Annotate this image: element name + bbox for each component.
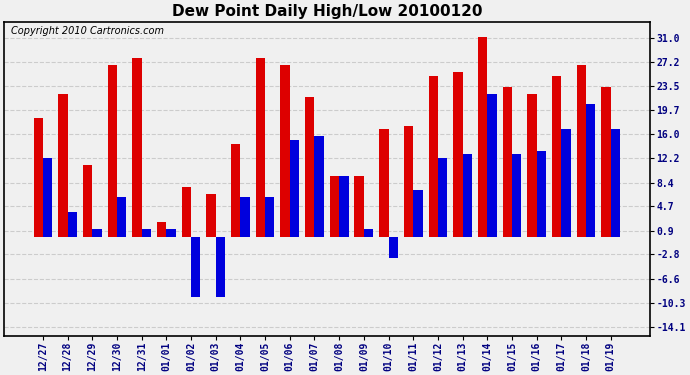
Bar bbox=[34, 118, 43, 237]
Bar bbox=[256, 58, 265, 237]
Bar bbox=[231, 144, 240, 237]
Bar bbox=[586, 104, 595, 237]
Bar bbox=[181, 186, 191, 237]
Bar bbox=[68, 211, 77, 237]
Bar bbox=[191, 237, 200, 297]
Bar bbox=[339, 176, 348, 237]
Bar bbox=[305, 98, 315, 237]
Bar bbox=[463, 154, 472, 237]
Bar bbox=[502, 87, 512, 237]
Bar bbox=[92, 230, 101, 237]
Text: Copyright 2010 Cartronics.com: Copyright 2010 Cartronics.com bbox=[10, 26, 164, 36]
Bar bbox=[577, 65, 586, 237]
Bar bbox=[388, 237, 398, 258]
Bar bbox=[280, 65, 290, 237]
Bar bbox=[330, 176, 339, 237]
Bar bbox=[315, 136, 324, 237]
Bar bbox=[157, 222, 166, 237]
Title: Dew Point Daily High/Low 20100120: Dew Point Daily High/Low 20100120 bbox=[172, 4, 482, 19]
Bar bbox=[552, 76, 562, 237]
Bar bbox=[265, 197, 275, 237]
Bar bbox=[537, 151, 546, 237]
Bar bbox=[83, 165, 92, 237]
Bar bbox=[364, 230, 373, 237]
Bar bbox=[380, 129, 388, 237]
Bar bbox=[166, 230, 176, 237]
Bar bbox=[58, 94, 68, 237]
Bar bbox=[290, 140, 299, 237]
Bar bbox=[240, 197, 250, 237]
Bar bbox=[453, 72, 463, 237]
Bar bbox=[438, 158, 447, 237]
Bar bbox=[478, 37, 487, 237]
Bar bbox=[216, 237, 225, 297]
Bar bbox=[611, 129, 620, 237]
Bar bbox=[404, 126, 413, 237]
Bar bbox=[141, 230, 151, 237]
Bar bbox=[43, 158, 52, 237]
Bar bbox=[117, 197, 126, 237]
Bar bbox=[602, 87, 611, 237]
Bar bbox=[527, 94, 537, 237]
Bar bbox=[132, 58, 141, 237]
Bar bbox=[206, 194, 216, 237]
Bar bbox=[512, 154, 522, 237]
Bar bbox=[355, 176, 364, 237]
Bar bbox=[428, 76, 438, 237]
Bar bbox=[562, 129, 571, 237]
Bar bbox=[413, 190, 423, 237]
Bar bbox=[487, 94, 497, 237]
Bar bbox=[108, 65, 117, 237]
